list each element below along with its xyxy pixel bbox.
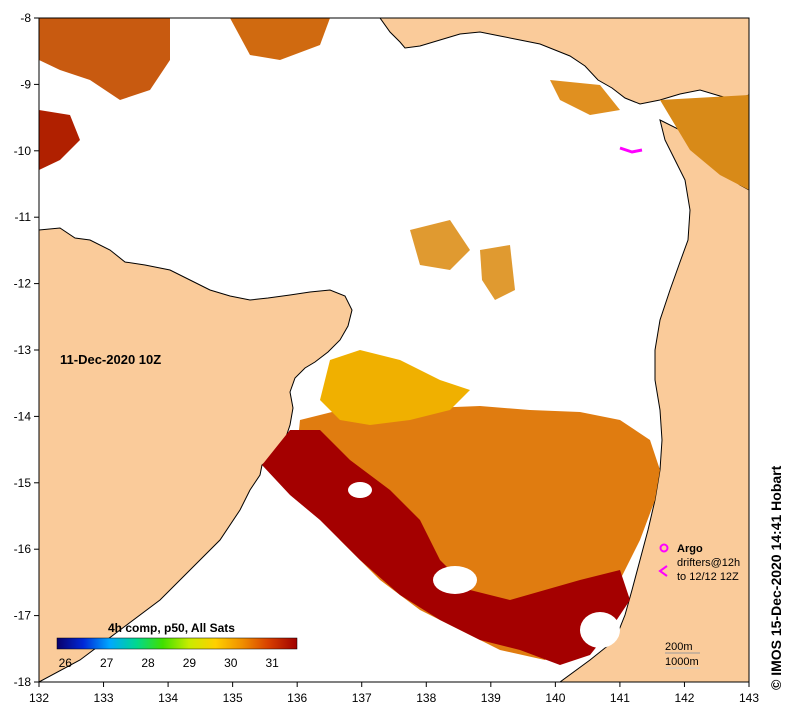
x-tick-label: 134: [158, 691, 178, 705]
contour-1000m-label: 1000m: [665, 656, 699, 668]
legend: Argo drifters@12h to 12/12 12Z 200m 1000…: [658, 543, 740, 669]
y-tick-label: -18: [14, 675, 32, 689]
colorbar-tick-label: 27: [100, 656, 114, 670]
drifter-track: [619, 146, 643, 154]
drifter-arrow-icon: [658, 565, 668, 577]
x-tick-label: 139: [481, 691, 501, 705]
colorbar-gradient: [56, 637, 298, 650]
nt-land: [39, 227, 353, 682]
y-tick-label: -13: [14, 343, 32, 357]
x-tick-label: 132: [29, 691, 49, 705]
y-tick-label: -10: [14, 144, 32, 158]
sst-north-center: [230, 18, 330, 60]
y-tick-label: -15: [14, 476, 32, 490]
y-axis: -8 -9 -10 -11 -12 -13 -14 -15 -16 -17 -18: [14, 11, 39, 689]
x-tick-label: 140: [545, 691, 565, 705]
colorbar-tick-label: 26: [59, 656, 73, 670]
y-tick-label: -14: [14, 409, 32, 423]
colorbar: 4h comp, p50, All Sats 26 27 28 29 30 31: [56, 621, 298, 670]
y-tick-label: -8: [20, 11, 31, 25]
sst-east-strip: [660, 95, 749, 190]
colorbar-tick-label: 31: [265, 656, 279, 670]
png-land: [379, 18, 749, 105]
y-tick-label: -11: [15, 210, 32, 224]
colorbar-tick-label: 29: [183, 656, 197, 670]
cloud-gap: [348, 482, 372, 498]
sst-gulf-yellow: [320, 350, 470, 425]
legend-drifters: drifters@12h: [677, 557, 740, 569]
x-tick-label: 136: [287, 691, 307, 705]
x-tick-label: 142: [674, 691, 694, 705]
y-tick-label: -16: [14, 542, 32, 556]
cloud-gap: [580, 612, 620, 648]
sst-center-patch: [410, 220, 470, 270]
sst-west-patch: [39, 110, 80, 170]
y-tick-label: -9: [20, 77, 31, 91]
x-tick-label: 143: [739, 691, 759, 705]
y-tick-label: -12: [14, 277, 32, 291]
credit-label: © IMOS 15-Dec-2020 14:41 Hobart: [768, 465, 784, 690]
legend-argo: Argo: [677, 543, 703, 555]
x-tick-label: 137: [352, 691, 372, 705]
cloud-gap: [433, 566, 477, 594]
y-tick-label: -17: [14, 609, 32, 623]
x-axis: 132 133 134 135 136 137 138 139 140 141 142 143: [29, 682, 759, 705]
colorbar-tick-label: 30: [224, 656, 238, 670]
legend-drifters-range: to 12/12 12Z: [677, 571, 739, 583]
colorbar-tick-label: 28: [141, 656, 155, 670]
colorbar-title: 4h comp, p50, All Sats: [108, 621, 235, 635]
sst-east-small: [480, 245, 515, 300]
x-tick-label: 138: [416, 691, 436, 705]
sst-north-west-patch: [39, 18, 170, 100]
sst-northeast-patch: [550, 80, 620, 115]
x-tick-label: 135: [223, 691, 243, 705]
x-tick-label: 141: [610, 691, 630, 705]
date-label: 11-Dec-2020 10Z: [60, 352, 161, 367]
contour-200m-label: 200m: [665, 641, 693, 653]
x-tick-label: 133: [94, 691, 114, 705]
argo-marker-icon: [659, 543, 669, 553]
